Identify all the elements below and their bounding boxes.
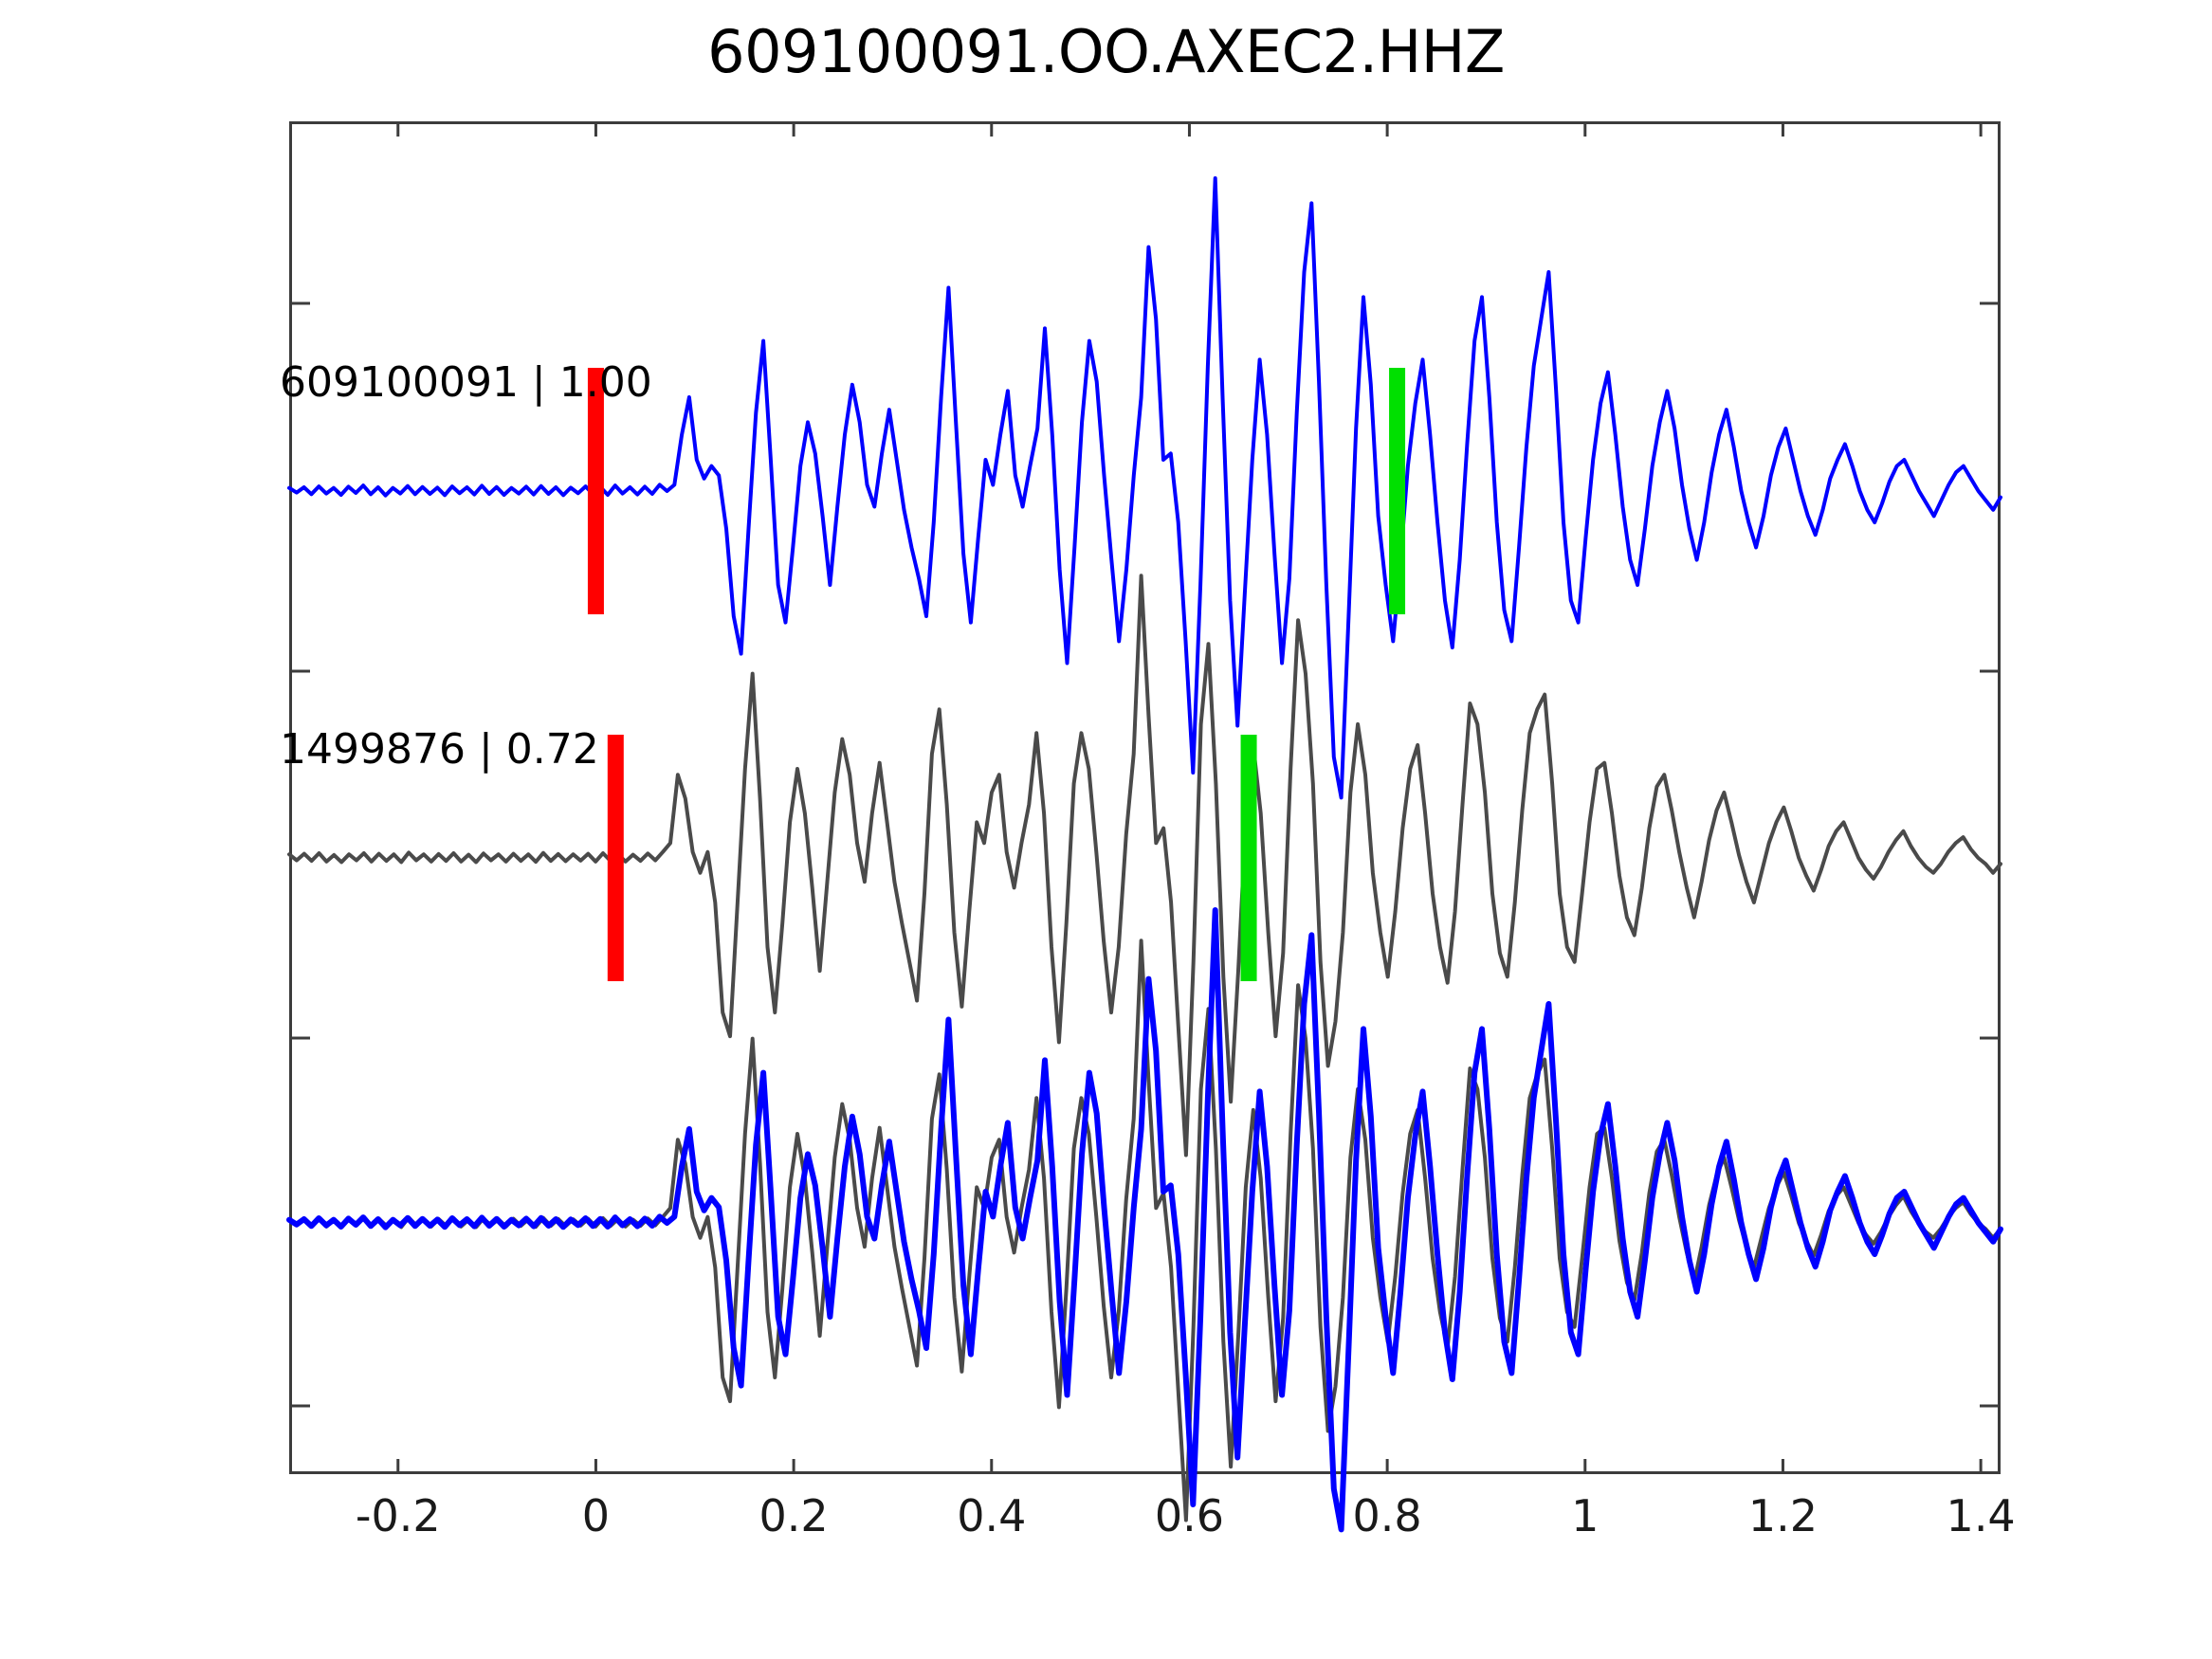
plot-frame: [289, 121, 2001, 1474]
x-tick-label: 0.2: [759, 1490, 829, 1541]
waveform-detection-trace: [287, 574, 2002, 1158]
x-tick-label: 0.8: [1352, 1490, 1422, 1541]
trace-label-template: 609100091 | 1.00: [280, 358, 652, 407]
x-tick-label: 1.4: [1946, 1490, 2016, 1541]
x-axis-tick-labels: -0.2 0 0.2 0.4 0.6 0.8 1 1.2 1.4: [289, 1490, 2016, 1557]
x-tick-label: 0.4: [957, 1490, 1027, 1541]
plot-area: 609100091 | 1.00 1499876 | 0.72: [280, 121, 2003, 1533]
x-tick-label: 0: [581, 1490, 611, 1541]
waveform-canvas: [286, 121, 2003, 1533]
x-tick-label: 1.2: [1747, 1490, 1819, 1541]
waveform-template-trace: [287, 176, 2002, 800]
x-tick-label: 1: [1571, 1490, 1600, 1541]
page-title: 609100091.OO.AXEC2.HHZ: [707, 17, 1505, 86]
x-tick-label: 0.6: [1154, 1490, 1225, 1541]
x-tick-label: -0.2: [355, 1490, 441, 1541]
trace-label-detection: 1499876 | 0.72: [280, 725, 599, 774]
waveform-overlay-template: [286, 907, 2003, 1533]
